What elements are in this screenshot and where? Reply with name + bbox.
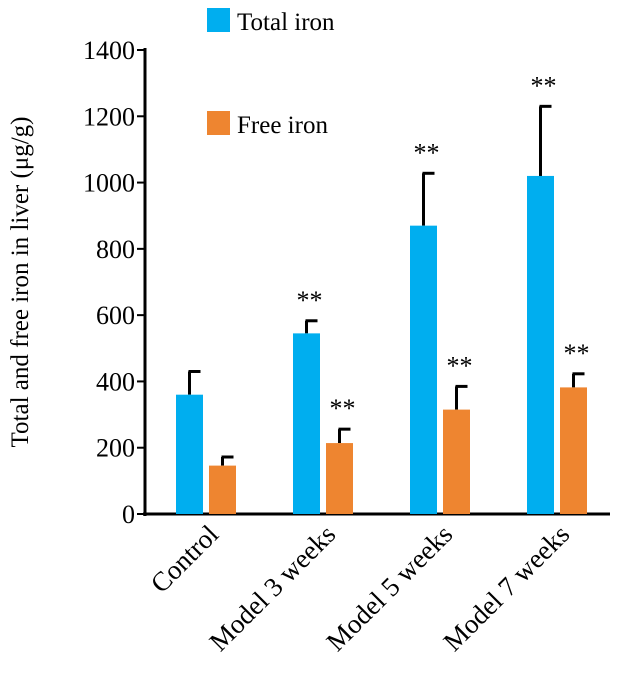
y-axis: 0 200 400 600 800 1000 1200 1400 — [83, 36, 610, 529]
y-tick-label: 400 — [96, 367, 135, 396]
y-tick-label: 600 — [96, 301, 135, 330]
y-tick-label: 0 — [122, 500, 135, 529]
y-axis-label: Total and free iron in liver (μg/g) — [7, 117, 34, 448]
legend-swatch-total-iron — [207, 8, 230, 32]
y-tick-label: 1400 — [83, 36, 135, 65]
significance-marker: ** — [330, 394, 356, 423]
legend-swatch-free-iron — [207, 111, 230, 135]
bar-total-iron — [410, 225, 437, 514]
bar-free-iron — [326, 443, 353, 514]
y-tick-label: 200 — [96, 434, 135, 463]
bar-total-iron — [527, 175, 554, 514]
bar-free-iron — [443, 409, 470, 514]
bars: ** ** ** ** ** ** — [176, 71, 590, 514]
legend: Total iron Free iron — [207, 8, 335, 139]
bar-free-iron — [560, 387, 587, 514]
significance-marker: ** — [447, 351, 473, 380]
significance-marker: ** — [297, 286, 323, 315]
x-tick-label: Model 7 weeks — [437, 519, 575, 657]
significance-marker: ** — [531, 71, 557, 100]
legend-label-free-iron: Free iron — [237, 112, 328, 139]
legend-label-total-iron: Total iron — [237, 9, 335, 36]
y-tick-label: 800 — [96, 235, 135, 264]
significance-marker: ** — [564, 339, 590, 368]
bar-total-iron — [176, 394, 203, 514]
bar-total-iron — [293, 333, 320, 514]
significance-marker: ** — [414, 138, 440, 167]
y-tick-label: 1000 — [83, 169, 135, 198]
bar-free-iron — [209, 465, 236, 514]
x-tick-label: Control — [145, 519, 225, 599]
y-tick-label: 1200 — [83, 102, 135, 131]
